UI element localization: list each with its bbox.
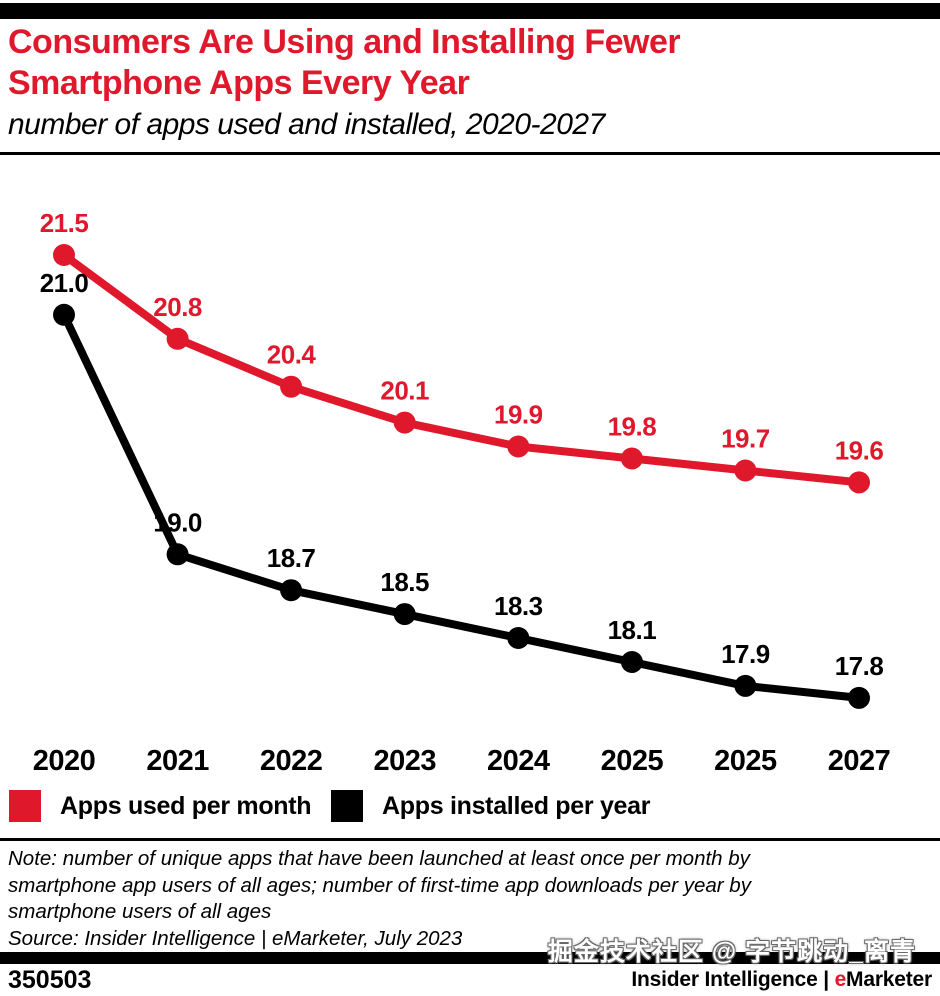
- x-axis-label: 2024: [487, 745, 550, 777]
- data-point-marker: [280, 579, 303, 602]
- data-point-label: 20.8: [153, 292, 202, 322]
- note-divider: [0, 838, 940, 841]
- note-block: Note: number of unique apps that have be…: [8, 846, 933, 952]
- top-accent-bar: [0, 3, 940, 19]
- legend-item-apps-installed: Apps installed per year: [331, 790, 651, 822]
- brand-name: Insider Intelligence: [631, 968, 818, 991]
- data-point-marker: [53, 303, 75, 326]
- legend-swatch-red: [9, 790, 41, 822]
- x-axis-label: 2025: [714, 745, 777, 777]
- data-point-marker: [280, 375, 303, 398]
- data-point-label: 19.6: [835, 435, 884, 465]
- line-chart: 21.5 20.8 20.4 20.1 19.9 19.8 19.7 19.6 21.0 19.0…: [33, 208, 891, 777]
- data-point-label: 18.1: [608, 615, 657, 645]
- legend-item-apps-used: Apps used per month: [9, 790, 312, 822]
- data-point-marker: [848, 686, 870, 709]
- source-text: Source: Insider Intelligence | eMarketer…: [8, 926, 463, 950]
- legend-label: Apps installed per year: [382, 791, 651, 820]
- x-axis-label: 2023: [373, 745, 436, 777]
- chart-legend: Apps used per month Apps installed per y…: [0, 790, 940, 830]
- chart-id: 350503: [8, 966, 92, 994]
- data-point-label: 18.7: [267, 543, 316, 573]
- data-point-marker: [620, 651, 643, 673]
- note-text: Note: number of unique apps that have be…: [8, 847, 751, 923]
- data-point-label: 17.8: [835, 651, 884, 681]
- data-point-marker: [166, 543, 189, 566]
- data-point-marker: [507, 627, 530, 649]
- series-line: [61, 251, 860, 487]
- brand-product-e: e: [834, 968, 847, 991]
- data-point-marker: [507, 435, 530, 458]
- data-point-label: 21.5: [40, 208, 89, 238]
- data-point-label: 20.1: [380, 376, 429, 406]
- brand-lockup: Insider Intelligence | eMarketer: [631, 968, 932, 992]
- header-divider: [0, 152, 940, 155]
- data-point-label: 17.9: [721, 639, 770, 669]
- x-axis-label: 2022: [260, 745, 323, 777]
- data-point-marker: [53, 244, 75, 266]
- series-line: [60, 313, 860, 702]
- legend-label: Apps used per month: [60, 791, 312, 820]
- data-point-label: 18.5: [380, 567, 429, 597]
- brand-product-rest: Marketer: [846, 968, 932, 991]
- data-point-label: 18.3: [494, 591, 543, 621]
- chart-subtitle: number of apps used and installed, 2020-…: [8, 108, 605, 141]
- data-point-marker: [620, 447, 643, 470]
- data-point-marker: [734, 459, 757, 482]
- data-point-marker: [734, 674, 757, 697]
- data-point-marker: [166, 327, 189, 350]
- data-point-marker: [393, 603, 416, 626]
- x-axis-label: 2025: [601, 745, 664, 777]
- data-point-label: 21.0: [40, 268, 89, 298]
- x-axis-label: 2027: [828, 745, 891, 777]
- data-point-marker: [848, 471, 870, 494]
- data-point-label: 20.4: [267, 340, 317, 370]
- data-point-label: 19.0: [153, 507, 202, 537]
- watermark-text: 掘金技术社区 @ 字节跳动_离青: [547, 938, 916, 966]
- footer-accent-bar: [0, 952, 940, 964]
- data-point-marker: [393, 411, 416, 434]
- x-axis-label: 2021: [146, 745, 209, 777]
- data-point-label: 19.9: [494, 400, 543, 430]
- legend-swatch-black: [331, 790, 363, 822]
- x-axis-label: 2020: [33, 745, 96, 777]
- brand-separator: |: [817, 968, 835, 991]
- data-point-label: 19.7: [721, 424, 770, 454]
- page-title: Consumers Are Using and Installing Fewer…: [8, 23, 681, 102]
- data-point-label: 19.8: [608, 412, 657, 442]
